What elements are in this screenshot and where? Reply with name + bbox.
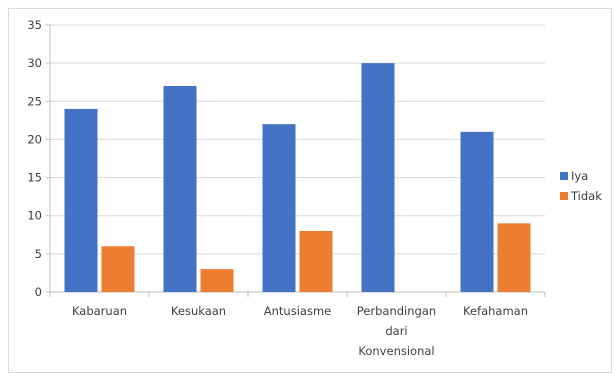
legend-label-tidak: Tidak (570, 189, 602, 203)
bar-tidak-2 (299, 230, 333, 292)
bar-tidak-1 (200, 269, 234, 292)
legend-label-iya: Iya (571, 169, 588, 183)
bar-iya-2 (262, 124, 296, 293)
bar-iya-4 (460, 131, 494, 292)
legend-swatch-tidak (560, 192, 568, 200)
x-tick-label: Kesukaan (171, 304, 226, 318)
x-tick-labels: Kabaruan Kesukaan Antusiasme Perbandingan da… (72, 304, 528, 358)
legend: Iya Tidak (560, 169, 602, 203)
x-tick-label: Antusiasme (264, 304, 331, 318)
x-tick-label: Kabaruan (72, 304, 127, 318)
bars (64, 63, 531, 293)
y-tick-label: 0 (35, 285, 42, 299)
legend-swatch-iya (560, 172, 568, 180)
x-tick-label: Kefahaman (463, 304, 528, 318)
y-tick-labels: 0 5 10 15 20 25 30 35 (27, 18, 42, 299)
bar-tidak-0 (101, 246, 135, 292)
bar-iya-3 (361, 63, 395, 293)
bar-tidak-4 (497, 223, 531, 292)
y-tick-label: 20 (27, 132, 42, 146)
y-tick-label: 15 (27, 171, 42, 185)
y-tick-label: 25 (27, 94, 42, 108)
y-tick-label: 30 (27, 56, 42, 70)
y-tick-label: 5 (35, 247, 42, 261)
y-tick-label: 10 (27, 209, 42, 223)
bar-iya-1 (163, 86, 197, 293)
bar-iya-0 (64, 108, 98, 293)
x-tick-label: Perbandingan dari Konvensional (357, 304, 436, 358)
y-tick-label: 35 (27, 18, 42, 32)
chart-frame (8, 8, 612, 373)
